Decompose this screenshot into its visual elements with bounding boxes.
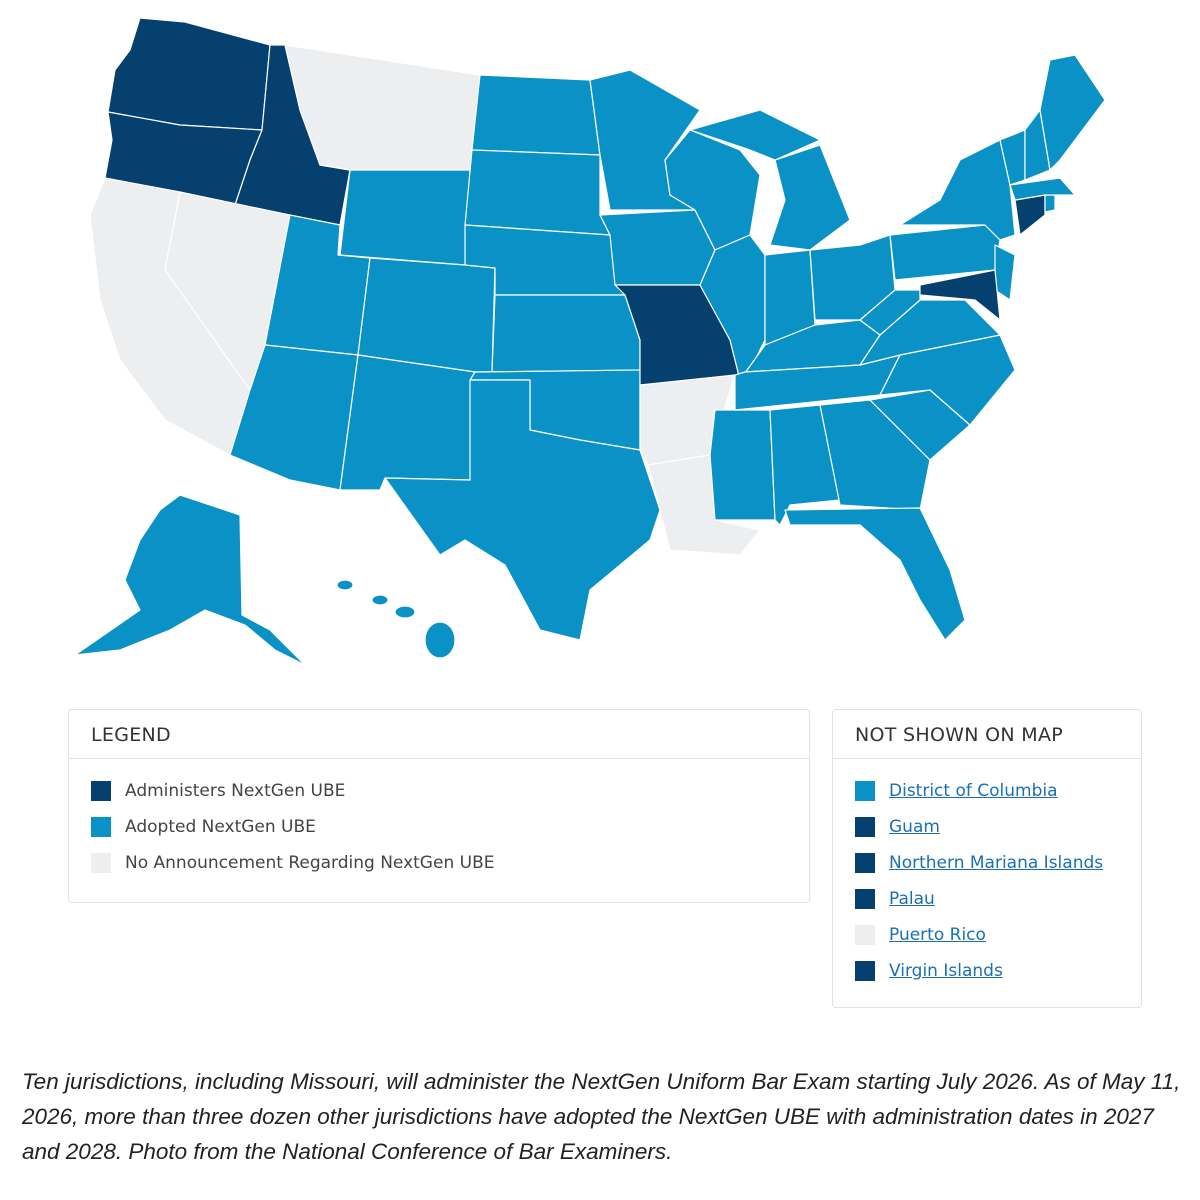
legend-item: Palau bbox=[855, 881, 1119, 917]
state bbox=[709, 409, 776, 521]
state bbox=[1009, 177, 1076, 201]
legend-label: Adopted NextGen UBE bbox=[125, 817, 316, 837]
legend-panel: LEGEND Administers NextGen UBE Adopted Ne… bbox=[68, 709, 810, 903]
legend-item: No Announcement Regarding NextGen UBE bbox=[91, 845, 787, 881]
jurisdiction-link[interactable]: Northern Mariana Islands bbox=[889, 853, 1104, 873]
jurisdiction-link[interactable]: Virgin Islands bbox=[889, 961, 1003, 981]
swatch bbox=[855, 781, 875, 801]
swatch bbox=[855, 853, 875, 873]
legend-item: Adopted NextGen UBE bbox=[91, 809, 787, 845]
legend-item: Administers NextGen UBE bbox=[91, 773, 787, 809]
us-map bbox=[74, 17, 1106, 666]
state bbox=[464, 149, 611, 236]
swatch bbox=[855, 925, 875, 945]
state bbox=[339, 354, 476, 491]
state bbox=[74, 494, 306, 666]
state bbox=[471, 74, 601, 156]
legend-label: Administers NextGen UBE bbox=[125, 781, 346, 801]
island bbox=[336, 579, 354, 591]
state bbox=[819, 399, 931, 511]
state bbox=[994, 244, 1016, 301]
island bbox=[371, 594, 389, 606]
not-shown-title: NOT SHOWN ON MAP bbox=[833, 710, 1141, 759]
state bbox=[384, 379, 661, 641]
state bbox=[1014, 194, 1046, 236]
swatch bbox=[855, 961, 875, 981]
jurisdiction-link[interactable]: District of Columbia bbox=[889, 781, 1058, 801]
state bbox=[107, 17, 271, 131]
legend-title: LEGEND bbox=[69, 710, 809, 759]
state bbox=[357, 257, 496, 373]
state bbox=[1044, 194, 1056, 213]
state bbox=[491, 294, 641, 373]
swatch bbox=[855, 817, 875, 837]
legend-item: Guam bbox=[855, 809, 1119, 845]
legend-item: Virgin Islands bbox=[855, 953, 1119, 989]
state bbox=[689, 109, 821, 161]
caption: Ten jurisdictions, including Missouri, w… bbox=[22, 1069, 1181, 1164]
not-shown-list: District of Columbia Guam Northern Mariana… bbox=[833, 759, 1141, 1003]
island bbox=[424, 621, 456, 659]
swatch bbox=[91, 781, 111, 801]
state bbox=[769, 144, 851, 251]
state bbox=[919, 269, 1001, 321]
legend-label: No Announcement Regarding NextGen UBE bbox=[125, 853, 495, 873]
jurisdiction-link[interactable]: Palau bbox=[889, 889, 935, 909]
legend-list: Administers NextGen UBE Adopted NextGen U… bbox=[69, 759, 809, 895]
legend-item: District of Columbia bbox=[855, 773, 1119, 809]
state bbox=[784, 507, 966, 641]
legend-item: Northern Mariana Islands bbox=[855, 845, 1119, 881]
jurisdiction-link[interactable]: Puerto Rico bbox=[889, 925, 986, 945]
state bbox=[1039, 54, 1106, 171]
state bbox=[599, 209, 716, 286]
not-shown-panel: NOT SHOWN ON MAP District of Columbia Gua… bbox=[832, 709, 1142, 1008]
jurisdiction-link[interactable]: Guam bbox=[889, 817, 940, 837]
swatch bbox=[855, 889, 875, 909]
state bbox=[899, 139, 1016, 241]
swatch bbox=[91, 853, 111, 873]
legend-item: Puerto Rico bbox=[855, 917, 1119, 953]
island bbox=[394, 605, 416, 619]
swatch bbox=[91, 817, 111, 837]
state bbox=[339, 169, 471, 266]
